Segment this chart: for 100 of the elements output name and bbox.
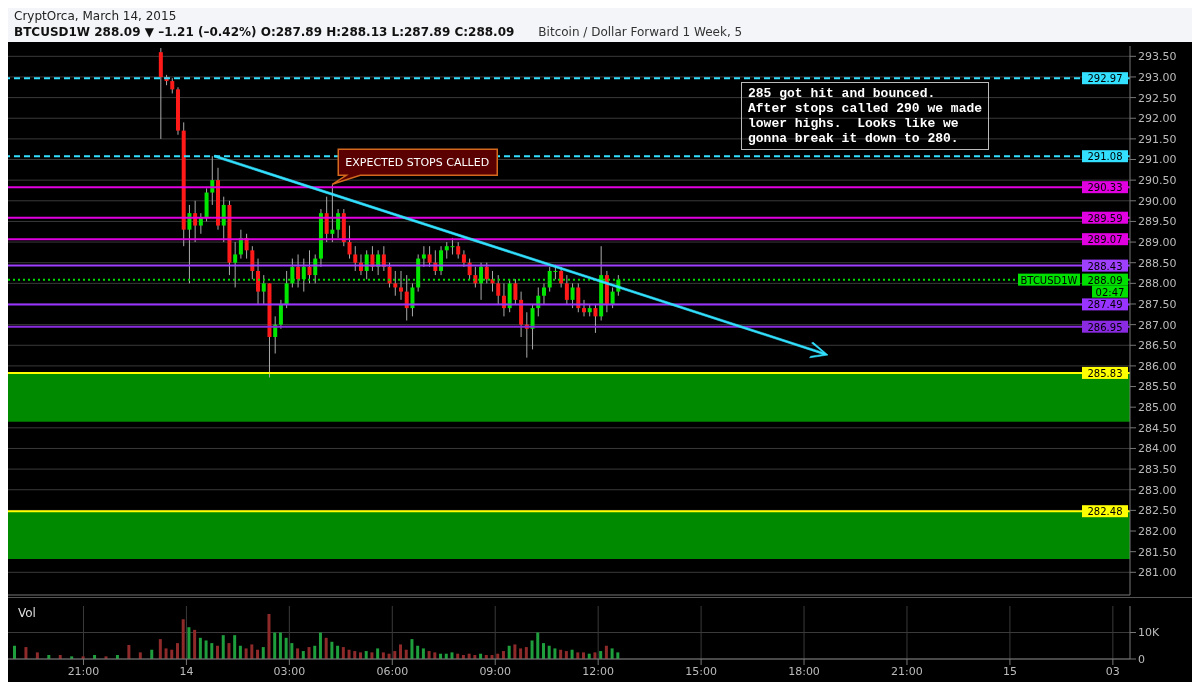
x-tick-label: 18:00 [788, 664, 820, 678]
ref-line-label: 290.33 [1087, 182, 1123, 194]
bar [138, 652, 142, 659]
ref-line-label: 282.48 [1087, 506, 1123, 518]
candlestick [541, 282, 546, 305]
bar [318, 632, 322, 659]
bar [278, 632, 282, 659]
y-tick-label: 292.50 [1138, 91, 1177, 105]
candlestick [593, 303, 598, 334]
annotation: EXPECTED STOPS CALLED [345, 156, 490, 170]
annotation: 02:47 [1095, 286, 1125, 298]
bar [582, 652, 586, 659]
bar [336, 645, 340, 659]
bar [604, 645, 608, 659]
ref-line-label: 287.49 [1087, 299, 1123, 311]
candlestick [496, 274, 501, 305]
bar [610, 648, 614, 659]
bar [273, 632, 277, 659]
candlestick [576, 282, 581, 313]
candlestick [347, 225, 352, 260]
candlestick [353, 245, 358, 272]
bar [547, 645, 551, 659]
x-tick-label: 12:00 [582, 664, 615, 678]
callout: EXPECTED STOPS CALLED [331, 148, 498, 186]
y-tick-label: 289.00 [1138, 235, 1177, 249]
candlestick [364, 249, 369, 280]
bar [536, 632, 540, 659]
bar [330, 641, 334, 659]
y-tick-label: 288.00 [1138, 277, 1177, 291]
candlestick [330, 183, 335, 243]
bar [341, 647, 345, 659]
y-tick-label: 281.50 [1138, 545, 1177, 559]
bar [593, 652, 597, 659]
candlestick [564, 274, 569, 305]
y-tick-label: 286.00 [1138, 359, 1177, 373]
x-tick-label: 15:00 [685, 664, 717, 678]
bar [24, 647, 28, 659]
bar [358, 652, 362, 659]
bar [204, 640, 208, 659]
bar [324, 637, 328, 659]
y-tick-label: 287.00 [1138, 318, 1177, 332]
y-tick-label: 282.00 [1138, 524, 1177, 538]
y-tick-label: 290.00 [1138, 194, 1177, 208]
bar [35, 652, 39, 659]
bar [616, 652, 620, 659]
y-tick-label: 287.50 [1138, 297, 1177, 311]
ref-line-label: 286.95 [1087, 321, 1123, 333]
bar [553, 648, 557, 659]
x-tick-label: 09:00 [479, 664, 512, 678]
bar [175, 643, 179, 659]
bar [127, 644, 131, 659]
x-tick-label: 06:00 [376, 664, 409, 678]
bar [284, 637, 288, 659]
y-tick-label: 289.50 [1138, 215, 1177, 229]
x-tick-label: 21:00 [67, 664, 100, 678]
bar [216, 645, 220, 659]
y-tick-label: 282.50 [1138, 504, 1177, 518]
bar [376, 648, 380, 659]
candlestick [439, 245, 444, 276]
bar [530, 640, 534, 659]
x-tick-label: 21:00 [891, 664, 923, 678]
ref-line-label: 289.59 [1087, 212, 1123, 224]
bar [250, 644, 254, 659]
candlestick [484, 262, 489, 284]
candlestick [296, 253, 301, 288]
candlestick [336, 208, 341, 239]
bar [13, 645, 16, 659]
y-tick-label: 281.00 [1138, 566, 1177, 580]
candlestick [427, 245, 432, 268]
ref-line-label: 289.07 [1087, 234, 1123, 246]
y-tick-label: 284.00 [1138, 442, 1177, 456]
bar [307, 647, 311, 659]
bar [221, 635, 225, 659]
candlestick [221, 196, 226, 243]
bar [450, 652, 454, 659]
candlestick [421, 245, 426, 268]
bar [433, 652, 437, 659]
y-tick-label: 285.00 [1138, 401, 1177, 415]
bar [416, 645, 420, 659]
candlestick [570, 282, 575, 309]
bar [238, 645, 242, 659]
text: CryptOrca, March 14, 2015 [14, 9, 178, 24]
bar [198, 637, 202, 659]
bar [541, 643, 545, 659]
bar [193, 629, 197, 659]
bar [233, 635, 237, 659]
bar [244, 648, 248, 659]
y-tick-label: 0 [1138, 652, 1145, 666]
bar [158, 639, 162, 659]
ref-line-label: 288.43 [1087, 260, 1123, 272]
y-tick-label: 290.50 [1138, 174, 1177, 188]
y-tick-label: 283.00 [1138, 483, 1177, 497]
bar [267, 613, 271, 659]
y-tick-label: 291.00 [1138, 153, 1177, 167]
candlestick [513, 278, 518, 305]
x-tick-label: 03:00 [273, 664, 306, 678]
candlestick [530, 303, 535, 350]
ref-line-label: 285.83 [1087, 367, 1123, 379]
annotation: BTCUSD1W [1020, 274, 1078, 286]
bar [181, 619, 185, 659]
